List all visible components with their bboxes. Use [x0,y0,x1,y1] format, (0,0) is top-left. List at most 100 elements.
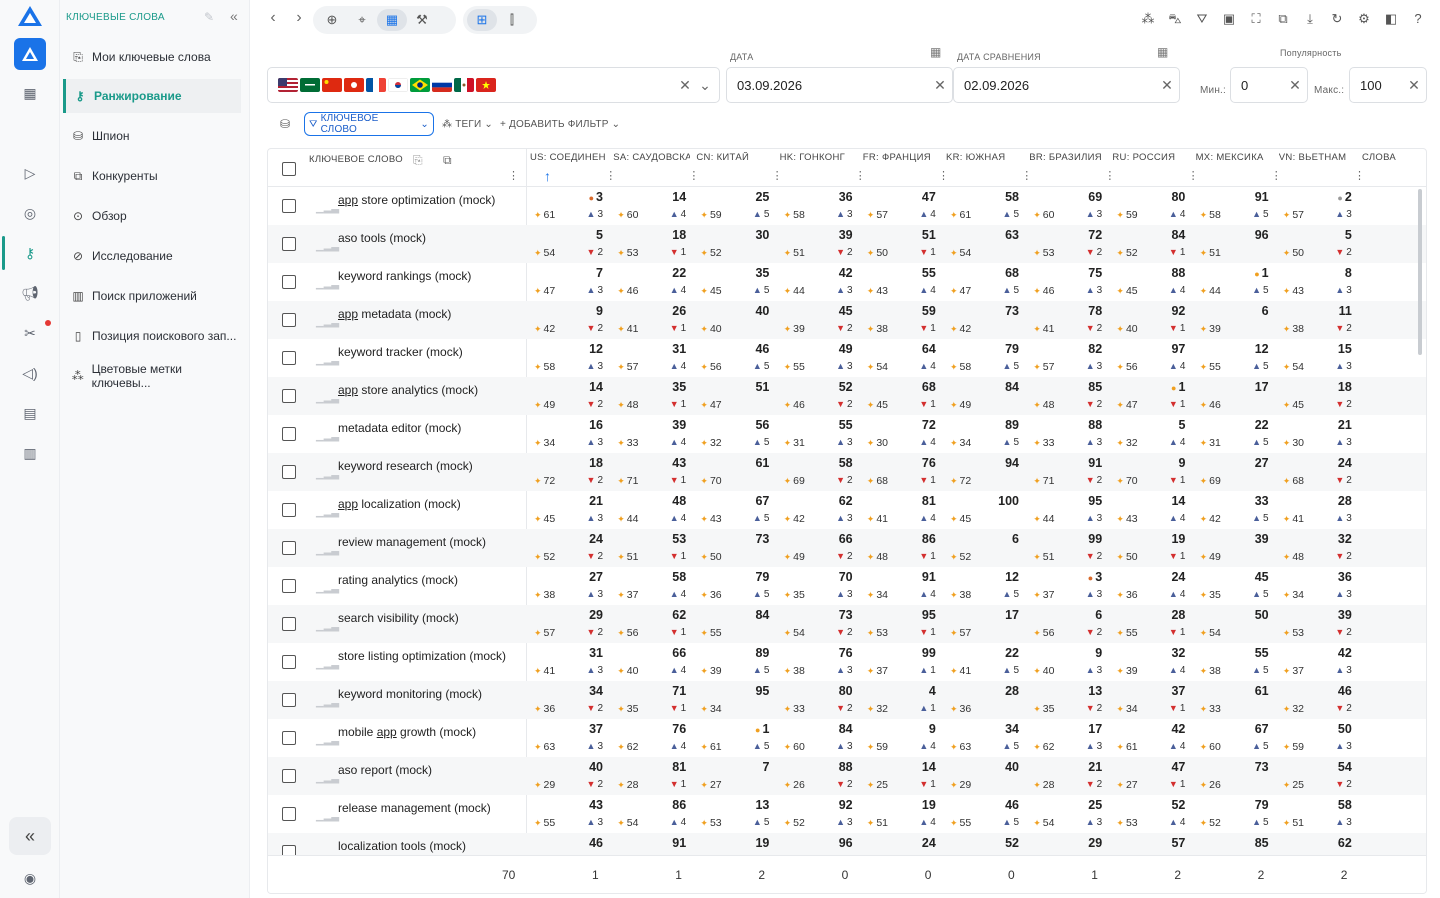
settings-icon[interactable]: ⚙ [1358,11,1370,26]
rank-cell[interactable]: 5 ✦ 54 ▼ 2 [526,225,609,263]
rank-cell[interactable]: 4 ✦ 32 ▲ 1 [859,681,942,719]
rank-cell[interactable]: 91 [609,833,692,871]
rank-cell[interactable]: 58 ✦ 69 ▼ 2 [776,453,859,491]
rank-cell[interactable]: 58 ✦ 51 ▲ 3 [1275,795,1358,833]
rank-cell[interactable]: 66 ✦ 49 ▼ 2 [776,529,859,567]
location-icon[interactable]: ⌖ [358,12,366,27]
rank-cell[interactable]: 81 ✦ 41 ▲ 4 [859,491,942,529]
rank-cell[interactable]: 72 ✦ 30 ▲ 4 [859,415,942,453]
megaphone-icon[interactable]: 📢︎ [21,284,39,301]
keyword-text[interactable]: app store optimization (mock) [338,193,495,207]
nav-item-app-search[interactable]: ▥ Поиск приложений [64,279,242,313]
rank-cell[interactable]: 57 [1108,833,1191,871]
rank-cell[interactable]: 66 ✦ 40 ▲ 4 [609,643,692,681]
country-column-header[interactable]: BR: БРАЗИЛИЯ [1029,152,1102,163]
rank-cell[interactable]: 45 ✦ 39 ▼ 2 [776,301,859,339]
rank-cell[interactable]: 39 ✦ 53 ▼ 2 [1275,605,1358,643]
rank-cell[interactable]: 14 ✦ 25 ▼ 1 [859,757,942,795]
apple-icon[interactable] [14,117,46,149]
country-column-header[interactable]: US: СОЕДИНЕН [530,152,606,163]
layers-icon[interactable]: ▣ [1222,11,1236,26]
rank-cell[interactable]: 35 ✦ 45 ▲ 5 [692,263,775,301]
rank-cell[interactable]: 62 ✦ 42 ▲ 3 [776,491,859,529]
nav-item-research[interactable]: ⊘ Исследование [64,239,242,273]
rank-cell[interactable]: 28 ✦ 55 ▼ 1 [1108,605,1191,643]
rank-cell[interactable]: 5 ✦ 50 ▼ 2 [1275,225,1358,263]
rank-cell[interactable]: 43 ✦ 55 ▲ 3 [526,795,609,833]
rank-cell[interactable]: 7 ✦ 27 [692,757,775,795]
compare-calendar-icon[interactable]: ▦ [1157,45,1169,59]
rank-cell[interactable]: 15 ✦ 54 ▲ 3 [1275,339,1358,377]
screenshot-icon[interactable]: ⛶ [1251,11,1261,26]
row-checkbox[interactable] [282,693,296,707]
rank-cell[interactable]: 91 ✦ 34 ▲ 4 [859,567,942,605]
max-field[interactable]: 100 ✕ [1349,67,1427,103]
row-checkbox[interactable] [282,351,296,365]
rank-cell[interactable]: 22 ✦ 41 ▲ 5 [942,643,1025,681]
filter-icon[interactable]: ⛛ [1196,11,1208,26]
country-column-header[interactable]: RU: РОССИЯ [1112,152,1176,163]
rank-cell[interactable]: 85 ✦ 48 ▼ 2 [1025,377,1108,415]
rank-cell[interactable]: 46 ✦ 55 ▲ 5 [942,795,1025,833]
rank-cell[interactable]: 9 ✦ 40 ▲ 3 [1025,643,1108,681]
rank-cell[interactable]: 19 [692,833,775,871]
chart-view-icon[interactable]: ⫿ [509,12,515,27]
rank-cell[interactable]: 97 ✦ 56 ▲ 4 [1108,339,1191,377]
table-row[interactable]: ▁▂▃ app metadata (mock) 9 ✦ 42 ▼ 2 26 ✦ 41 ▼ 1 40 ✦ 40… [268,301,1426,339]
rank-cell[interactable]: 50 ✦ 59 ▲ 3 [1275,719,1358,757]
rank-cell[interactable]: ● 1 ✦ 61 ▲ 5 [692,719,775,757]
calendar-icon[interactable]: ▦ [930,45,942,59]
store-app-icon[interactable] [14,38,46,70]
rank-cell[interactable]: 58 ✦ 61 ▲ 5 [942,187,1025,225]
table-row[interactable]: ▁▂▃ app localization (mock) 21 ✦ 45 ▲ 3 48 ✦ 44 ▲ 4… [268,491,1426,529]
country-column-header[interactable]: SA: САУДОВСКАЯ [613,152,690,163]
rank-cell[interactable]: 78 ✦ 41 ▼ 2 [1025,301,1108,339]
rank-cell[interactable]: 34 ✦ 63 ▲ 5 [942,719,1025,757]
rank-cell[interactable]: 59 ✦ 38 ▼ 1 [859,301,942,339]
rank-cell[interactable]: 84 ✦ 55 [692,605,775,643]
rank-cell[interactable]: 17 ✦ 46 [1192,377,1275,415]
rank-cell[interactable]: 26 ✦ 41 ▼ 1 [609,301,692,339]
country-column-header[interactable]: СЛОВА [1362,152,1397,163]
wrench-icon[interactable]: ⚒ [416,12,428,27]
rank-cell[interactable]: 69 ✦ 60 ▲ 3 [1025,187,1108,225]
country-column-header[interactable]: FR: ФРАНЦИЯ [862,152,931,163]
column-menu-icon[interactable]: ⋮ [605,170,617,182]
rank-cell[interactable]: 71 ✦ 35 ▼ 1 [609,681,692,719]
rank-cell[interactable]: 67 ✦ 43 ▲ 5 [692,491,775,529]
nav-item-competitors[interactable]: ⧉ Конкуренты [64,159,242,193]
rank-cell[interactable]: 6 ✦ 52 [942,529,1025,567]
rank-cell[interactable]: 9 ✦ 70 ▼ 1 [1108,453,1191,491]
country-select[interactable]: ✕ ⌄ [267,67,720,103]
rank-cell[interactable]: 39 ✦ 49 [1192,529,1275,567]
collapse-panel-icon[interactable]: « [230,8,238,24]
rank-cell[interactable]: 22 ✦ 31 ▲ 5 [1192,415,1275,453]
refresh-icon[interactable]: ↻ [1331,11,1343,26]
rank-cell[interactable]: 17 ✦ 57 [942,605,1025,643]
rank-cell[interactable]: 52 ✦ 46 ▼ 2 [776,377,859,415]
rank-cell[interactable]: 19 ✦ 50 ▼ 1 [1108,529,1191,567]
rank-cell[interactable]: 14 ✦ 60 ▲ 4 [609,187,692,225]
rank-cell[interactable]: 99 ✦ 37 ▲ 1 [859,643,942,681]
rank-cell[interactable]: 49 ✦ 55 ▲ 3 [776,339,859,377]
row-checkbox[interactable] [282,237,296,251]
keyword-text[interactable]: app store analytics (mock) [338,383,478,397]
rank-cell[interactable]: 80 ✦ 33 ▼ 2 [776,681,859,719]
row-checkbox[interactable] [282,503,296,517]
rank-cell[interactable]: 91 ✦ 71 ▼ 2 [1025,453,1108,491]
rank-cell[interactable]: 55 ✦ 43 ▲ 4 [859,263,942,301]
rank-cell[interactable]: ● 3 ✦ 37 ▲ 3 [1025,567,1108,605]
country-column-header[interactable]: CN: КИТАЙ [696,152,750,163]
rank-cell[interactable]: 19 ✦ 51 ▲ 4 [859,795,942,833]
rank-cell[interactable]: 18 ✦ 72 ▼ 2 [526,453,609,491]
rank-cell[interactable]: 21 ✦ 45 ▲ 3 [526,491,609,529]
rank-cell[interactable]: 51 ✦ 50 ▼ 1 [859,225,942,263]
rank-cell[interactable]: 84 ✦ 52 ▼ 1 [1108,225,1191,263]
rank-cell[interactable]: 24 [859,833,942,871]
rank-cell[interactable]: 45 ✦ 35 ▲ 5 [1192,567,1275,605]
rank-cell[interactable]: 40 ✦ 29 [942,757,1025,795]
rank-cell[interactable]: 86 ✦ 48 ▼ 1 [859,529,942,567]
table-row[interactable]: ▁▂▃ release management (mock) 43 ✦ 55 ▲ 3 86 ✦ 54… [268,795,1426,833]
row-checkbox[interactable] [282,465,296,479]
nav-item-search-position[interactable]: ▯ Позиция поискового зап... [64,319,242,353]
